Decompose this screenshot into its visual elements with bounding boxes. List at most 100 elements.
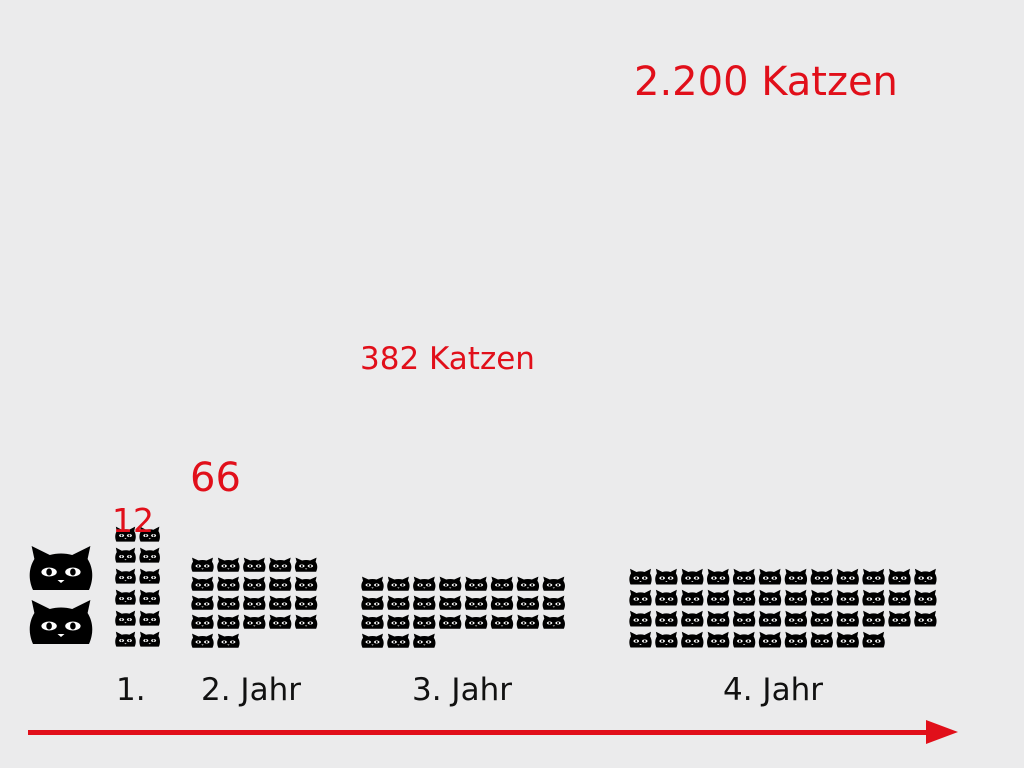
cat-face-icon [707,568,730,585]
cat-face-icon [914,610,937,627]
cat-face-icon [784,589,808,606]
cat-face-icon [888,568,911,585]
pictogram-block-2 [191,557,318,648]
cat-face-icon [784,631,808,648]
cat-face-icon [29,546,93,590]
cat-face-icon [413,614,436,629]
cat-face-icon [836,631,859,648]
cat-face-icon [732,610,756,627]
cat-face-icon [629,631,652,648]
cat-face-icon [439,576,462,591]
cat-face-icon [361,614,384,629]
cat-face-icon [139,610,160,626]
cat-face-icon [490,614,514,629]
value-label-year-1: 12 [112,501,154,540]
cat-face-icon [758,610,782,627]
x-tick-label-year-3: 3. Jahr [412,672,512,708]
cat-face-icon [888,589,911,606]
cat-face-icon [681,589,704,606]
cat-face-icon [914,589,937,606]
cat-face-icon [784,610,808,627]
cat-face-icon [269,576,292,591]
cat-face-icon [294,557,318,572]
time-arrow-line [28,730,934,735]
pictogram-block-0 [29,546,93,644]
pictogram-block-4 [629,568,937,648]
value-label-year-4: 2.200 Katzen [634,59,898,105]
cat-face-icon [139,589,160,605]
cat-face-icon [361,595,384,610]
cat-face-icon [139,547,160,563]
cat-face-icon [387,614,410,629]
cat-face-icon [490,595,514,610]
cat-face-icon [243,576,266,591]
cat-face-icon [681,610,704,627]
cat-face-icon [888,610,911,627]
cat-face-icon [387,595,410,610]
cat-face-icon [115,568,136,584]
cat-face-icon [681,568,704,585]
cat-face-icon [862,589,885,606]
value-label-year-2: 66 [190,455,241,501]
cat-face-icon [810,610,833,627]
x-tick-label-year-1: 1. [116,672,146,708]
cat-face-icon [516,614,540,629]
cat-face-icon [243,557,266,572]
cat-face-icon [836,568,859,585]
cat-face-icon [629,568,652,585]
cat-face-icon [758,568,782,585]
cat-face-icon [191,633,214,648]
cat-face-icon [29,600,93,644]
cat-face-icon [758,631,782,648]
cat-face-icon [862,631,885,648]
cat-face-icon [810,631,833,648]
cat-face-icon [655,610,678,627]
cat-face-icon [191,614,214,629]
cat-face-icon [115,589,136,605]
cat-face-icon [542,595,565,610]
cat-face-icon [516,576,540,591]
cat-face-icon [217,576,240,591]
cat-face-icon [243,614,266,629]
cat-face-icon [629,610,652,627]
cat-face-icon [707,631,730,648]
cat-face-icon [732,589,756,606]
cat-face-icon [655,568,678,585]
cat-face-icon [243,595,266,610]
cat-face-icon [862,610,885,627]
cat-face-icon [361,633,384,648]
cat-face-icon [269,557,292,572]
cat-face-icon [707,589,730,606]
cat-face-icon [439,614,462,629]
cat-face-icon [758,589,782,606]
cat-face-icon [629,589,652,606]
cat-face-icon [191,576,214,591]
cat-face-icon [490,576,514,591]
cat-face-icon [732,568,756,585]
cat-face-icon [655,631,678,648]
cat-face-icon [191,557,214,572]
cat-face-icon [294,595,318,610]
cat-face-icon [191,595,214,610]
cat-face-icon [707,610,730,627]
cat-face-icon [655,589,678,606]
cat-face-icon [217,595,240,610]
cat-face-icon [810,589,833,606]
value-label-year-3: 382 Katzen [360,341,535,377]
cat-face-icon [217,557,240,572]
cat-face-icon [387,633,410,648]
cat-face-icon [294,576,318,591]
cat-face-icon [269,595,292,610]
cat-face-icon [115,631,136,647]
cat-face-icon [269,614,292,629]
cat-face-icon [681,631,704,648]
cat-face-icon [439,595,462,610]
cat-face-icon [464,576,488,591]
x-tick-label-year-4: 4. Jahr [723,672,823,708]
cat-face-icon [732,631,756,648]
cat-face-icon [387,576,410,591]
cat-face-icon [413,576,436,591]
cat-face-icon [464,614,488,629]
